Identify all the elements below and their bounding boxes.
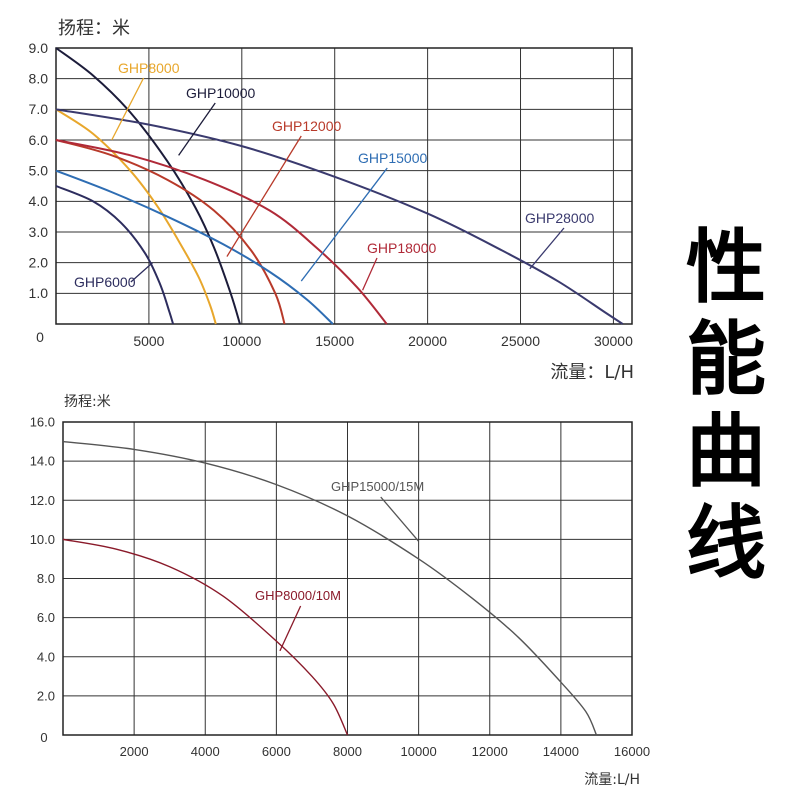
side-title: 性 能 曲 线	[676, 222, 776, 590]
series-label-ghp18000: GHP18000	[367, 240, 436, 256]
x-tick-label-14000: 14000	[543, 744, 579, 759]
leader-line-ghp6000	[130, 262, 154, 283]
y-tick-label-16: 16.0	[30, 415, 55, 430]
y-tick-label-4: 4.0	[37, 649, 55, 664]
y-tick-label-2: 2.0	[29, 255, 49, 271]
origin-label: 0	[40, 730, 47, 745]
series-label-ghp12000: GHP12000	[272, 118, 341, 134]
x-tick-label-12000: 12000	[472, 744, 508, 759]
series-line-ghp15000-15m	[62, 440, 598, 736]
series-label-ghp6000: GHP6000	[74, 274, 136, 290]
series-line-ghp18000	[55, 139, 388, 325]
y-tick-label-5: 5.0	[29, 163, 49, 179]
series-line-ghp15000	[55, 169, 334, 325]
y-tick-label-9: 9.0	[29, 40, 49, 56]
series-label-ghp15000: GHP15000	[358, 150, 427, 166]
y-tick-label-3: 3.0	[29, 224, 49, 240]
side-title-char-4: 线	[686, 497, 766, 590]
x-tick-label-8000: 8000	[333, 744, 362, 759]
y-axis-label: 扬程：米	[58, 18, 130, 39]
origin-label: 0	[36, 329, 44, 345]
side-title-char-2: 能	[686, 313, 766, 406]
y-tick-label-2: 2.0	[37, 688, 55, 703]
leader-line-ghp15000	[300, 167, 388, 282]
leader-line-ghp8000-10m	[279, 605, 302, 652]
leader-line-ghp15000-15m	[380, 496, 420, 542]
x-tick-label-6000: 6000	[262, 744, 291, 759]
side-title-char-1: 性	[686, 221, 766, 314]
series-line-ghp6000	[55, 185, 175, 325]
series-line-ghp10000	[55, 47, 241, 325]
x-tick-label-10000: 10000	[222, 333, 261, 349]
y-tick-label-6: 6.0	[29, 132, 49, 148]
series-label-ghp28000: GHP28000	[525, 210, 594, 226]
x-tick-label-20000: 20000	[408, 333, 447, 349]
series-label-ghp10000: GHP10000	[186, 85, 255, 101]
leader-line-ghp8000	[111, 77, 145, 141]
series-label-ghp15000-15m: GHP15000/15M	[331, 479, 424, 494]
x-axis-label: 流量：L/H	[550, 362, 634, 383]
y-tick-label-14: 14.0	[30, 454, 55, 469]
y-axis-label: 扬程:米	[64, 394, 111, 410]
x-axis-label: 流量:L/H	[584, 772, 640, 788]
leader-line-ghp12000	[226, 135, 302, 257]
x-tick-label-15000: 15000	[315, 333, 354, 349]
x-tick-label-10000: 10000	[401, 744, 437, 759]
series-line-ghp8000-10m	[62, 538, 349, 736]
y-tick-label-6: 6.0	[37, 610, 55, 625]
x-tick-label-16000: 16000	[614, 744, 650, 759]
x-tick-label-2000: 2000	[120, 744, 149, 759]
y-tick-label-12: 12.0	[30, 493, 55, 508]
leader-line-ghp18000	[361, 257, 378, 291]
leader-line-ghp28000	[529, 227, 565, 270]
y-tick-label-8: 8.0	[37, 571, 55, 586]
chart-bottom: 2000 4000 6000 8000 10000 12000 14000 16000 2.0 4…	[30, 394, 650, 788]
x-tick-label-30000: 30000	[594, 333, 633, 349]
series-line-ghp12000	[55, 139, 286, 325]
series-label-ghp8000: GHP8000	[118, 60, 180, 76]
series-label-ghp8000-10m: GHP8000/10M	[255, 588, 341, 603]
y-tick-label-1: 1.0	[29, 285, 49, 301]
leader-line-ghp10000	[178, 102, 216, 156]
x-tick-label-25000: 25000	[501, 333, 540, 349]
x-tick-label-4000: 4000	[191, 744, 220, 759]
y-tick-label-8: 8.0	[29, 71, 49, 87]
x-tick-label-5000: 5000	[133, 333, 164, 349]
y-tick-label-10: 10.0	[30, 532, 55, 547]
series-line-ghp8000	[55, 108, 217, 325]
y-tick-label-7: 7.0	[29, 101, 49, 117]
chart-top: 5000 10000 15000 20000 25000 30000 1.0 2.0 3.0 4.…	[29, 18, 634, 383]
y-tick-label-4: 4.0	[29, 193, 49, 209]
series-line-ghp28000	[55, 108, 624, 325]
side-title-char-3: 曲	[686, 405, 766, 498]
